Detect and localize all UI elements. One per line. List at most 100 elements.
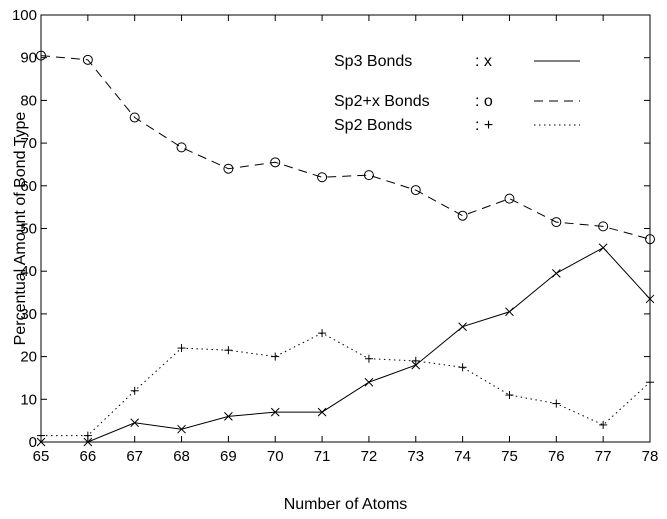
data-point <box>130 386 139 395</box>
data-point <box>177 344 186 353</box>
legend-marker-label: : o <box>475 93 493 110</box>
data-point <box>458 322 467 332</box>
series-line <box>41 247 651 443</box>
x-marker <box>177 424 186 434</box>
x-marker <box>645 294 655 304</box>
legend-marker-label: : x <box>475 53 492 70</box>
data-point <box>83 437 93 447</box>
circle-marker <box>410 185 421 196</box>
data-point <box>176 142 187 153</box>
x-marker <box>36 437 46 447</box>
data-point <box>551 217 562 228</box>
x-tick-label: 78 <box>642 448 659 465</box>
data-point <box>646 378 654 387</box>
data-point <box>598 221 609 232</box>
data-point <box>410 185 421 196</box>
data-point <box>598 243 608 253</box>
x-tick-label: 74 <box>454 448 471 465</box>
x-tick-label: 77 <box>595 448 612 465</box>
data-point <box>223 163 234 174</box>
y-tick-label: 90 <box>20 50 37 67</box>
circle-marker <box>129 112 140 123</box>
data-point <box>411 360 421 370</box>
data-point <box>37 431 45 440</box>
x-tick-label: 65 <box>33 448 50 465</box>
data-point <box>130 418 140 428</box>
data-point <box>505 391 514 400</box>
legend: Sp3 Bonds : x Sp2+x Bonds : o Sp2 Bonds : + <box>334 53 580 134</box>
y-tick-label: 50 <box>20 221 37 238</box>
x-marker <box>364 377 374 387</box>
x-tick-label: 69 <box>220 448 237 465</box>
y-tick-label: 10 <box>20 391 37 408</box>
circle-marker <box>36 50 46 61</box>
x-tick-label: 68 <box>173 448 190 465</box>
series-o <box>36 50 655 245</box>
data-point <box>270 407 280 417</box>
x-tick-label: 76 <box>548 448 565 465</box>
y-tick-label: 0 <box>29 434 37 451</box>
data-point <box>645 234 655 245</box>
data-point <box>364 354 373 363</box>
x-marker <box>83 437 93 447</box>
x-marker <box>270 407 280 417</box>
data-point <box>458 363 467 372</box>
x-tick-label: 67 <box>126 448 143 465</box>
data-point <box>457 210 468 221</box>
data-point <box>504 193 515 204</box>
x-marker <box>598 243 608 253</box>
circle-marker <box>645 234 655 245</box>
data-point <box>599 420 608 429</box>
data-point <box>645 294 655 304</box>
data-point <box>270 157 281 168</box>
legend-label: Sp2+x Bonds <box>334 93 430 110</box>
x-marker <box>317 407 327 417</box>
x-tick-label: 73 <box>407 448 424 465</box>
circle-marker <box>457 210 468 221</box>
x-tick-label: 66 <box>80 448 97 465</box>
circle-marker <box>176 142 187 153</box>
legend-label: Sp3 Bonds <box>334 53 412 70</box>
y-tick-label: 70 <box>20 135 37 152</box>
legend-label: Sp2 Bonds <box>334 117 412 134</box>
x-tick-label: 75 <box>501 448 518 465</box>
data-point <box>83 431 92 440</box>
circle-marker <box>551 217 562 228</box>
data-point <box>224 346 233 355</box>
y-tick-label: 100 <box>12 7 37 24</box>
x-tick-label: 72 <box>361 448 378 465</box>
data-point <box>36 50 46 61</box>
x-marker <box>130 418 140 428</box>
x-tick-label: 70 <box>267 448 284 465</box>
circle-marker <box>598 221 609 232</box>
legend-marker-label: : + <box>475 117 493 134</box>
data-point <box>271 352 280 361</box>
series-+ <box>37 329 654 440</box>
series-layer <box>36 50 655 447</box>
y-axis-label: Percentual Amount of Bond Type <box>12 112 29 346</box>
x-tick-label: 71 <box>314 448 331 465</box>
data-point <box>317 407 327 417</box>
y-tick-label: 30 <box>20 306 37 323</box>
circle-marker <box>82 54 93 65</box>
x-axis-label: Number of Atoms <box>284 496 408 513</box>
y-tick-label: 80 <box>20 92 37 109</box>
data-point <box>552 399 561 408</box>
x-marker <box>551 268 561 278</box>
x-marker <box>505 307 514 317</box>
circle-marker <box>504 193 515 204</box>
y-tick-label: 60 <box>20 178 37 195</box>
circle-marker <box>270 157 281 168</box>
data-point <box>318 329 327 338</box>
data-point <box>364 377 374 387</box>
data-point <box>505 307 514 317</box>
ticks-layer: 65 66 67 68 69 70 71 72 73 74 75 76 77 78 0 10 20 30 40 50 6… <box>12 7 658 465</box>
data-point <box>551 268 561 278</box>
circle-marker <box>317 172 328 183</box>
x-marker <box>224 412 233 421</box>
data-point <box>36 437 46 447</box>
data-point <box>82 54 93 65</box>
x-marker <box>458 322 467 332</box>
